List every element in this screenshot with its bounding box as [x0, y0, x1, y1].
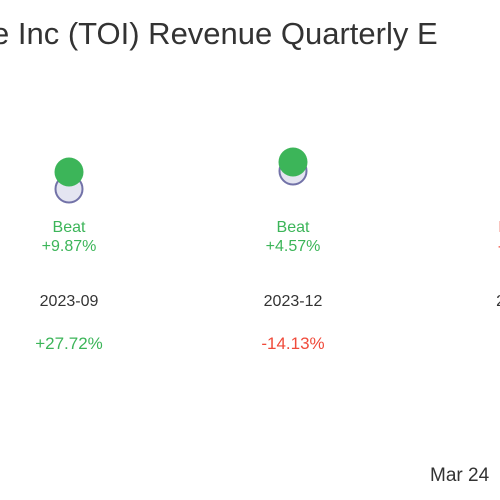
- chart-title: e Inc (TOI) Revenue Quarterly E: [0, 16, 438, 51]
- result-label: M: [498, 219, 500, 236]
- quarter-column: Beat +9.87% 2023-09 +27.72%: [35, 157, 103, 353]
- quarter-column: M-020-: [496, 219, 500, 310]
- footer-date: Mar 24: [430, 465, 490, 486]
- quarter-columns: Beat +9.87% 2023-09 +27.72% Beat +4.57% 2023-1…: [35, 147, 500, 353]
- surprise-label: -0: [498, 238, 500, 255]
- actual-marker: [278, 147, 308, 177]
- yoy-change-label: +27.72%: [35, 334, 103, 353]
- quarter-column: Beat +4.57% 2023-12 -14.13%: [261, 147, 325, 353]
- result-label: Beat: [277, 219, 310, 236]
- period-label: 20: [496, 293, 500, 310]
- actual-marker: [54, 157, 84, 187]
- period-label: 2023-09: [40, 293, 99, 310]
- surprise-label: +4.57%: [266, 238, 321, 255]
- result-label: Beat: [53, 219, 86, 236]
- yoy-change-label: -14.13%: [261, 334, 324, 353]
- period-label: 2023-12: [264, 293, 323, 310]
- surprise-label: +9.87%: [42, 238, 97, 255]
